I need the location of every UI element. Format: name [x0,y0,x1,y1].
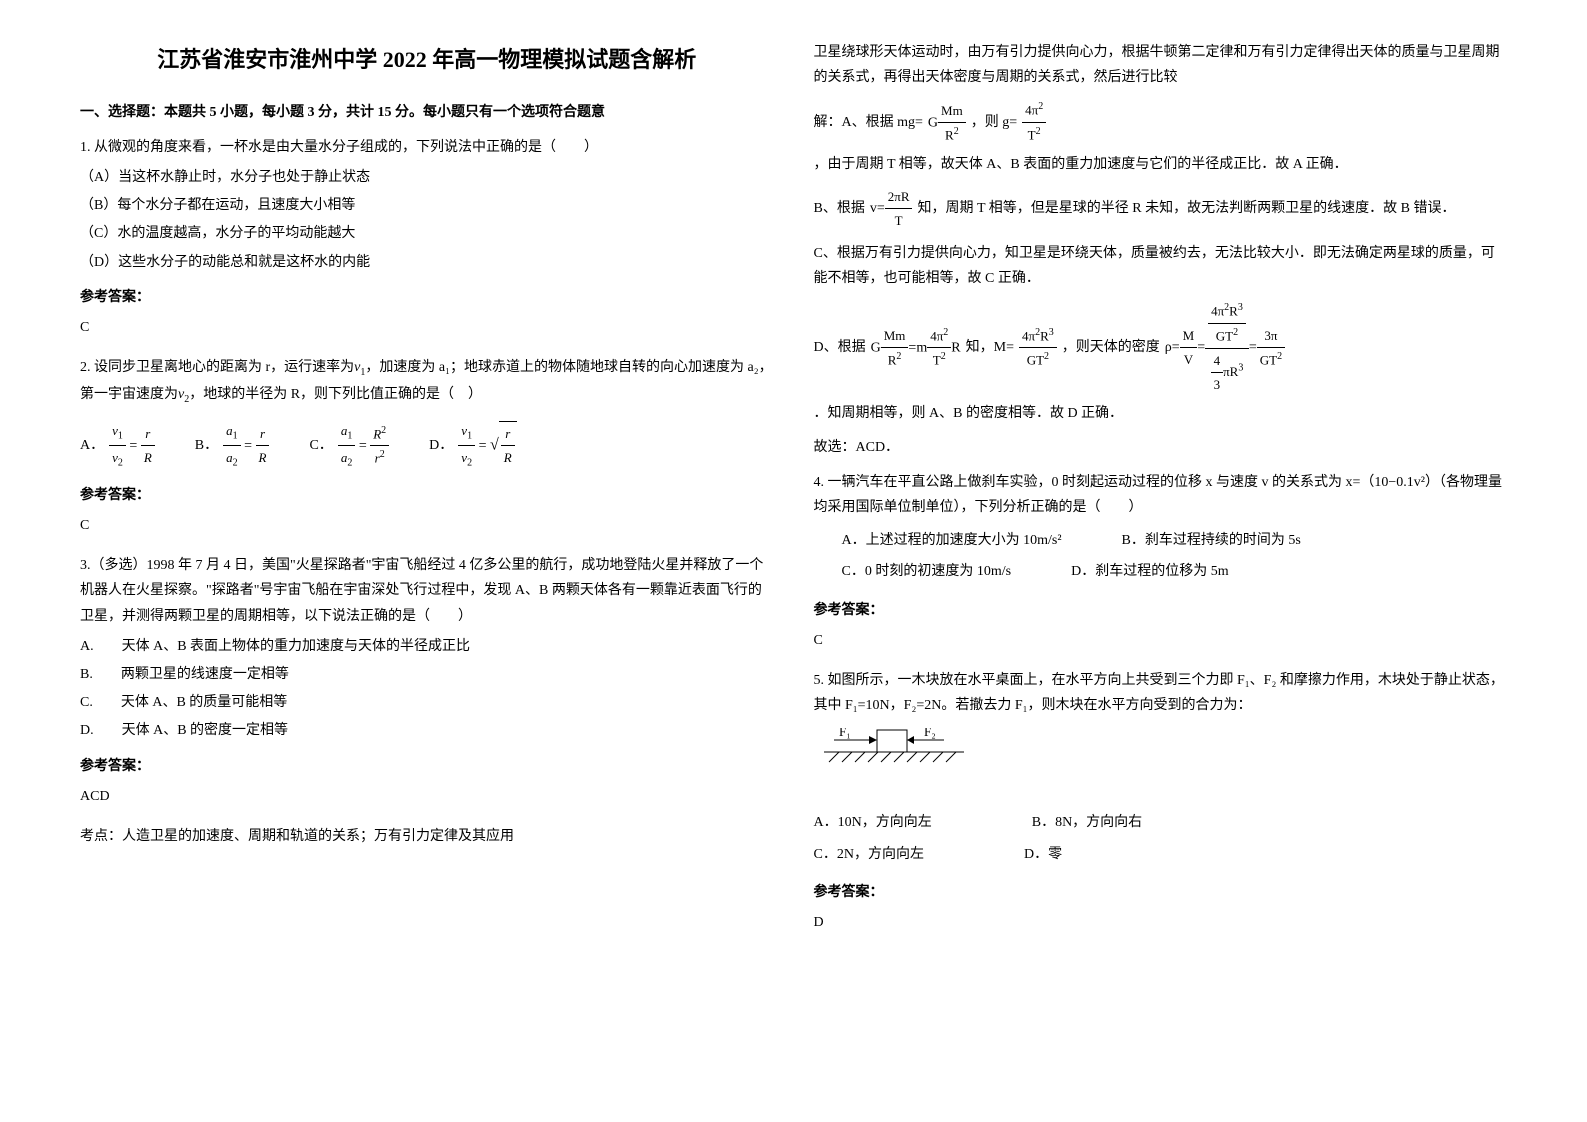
q1-option-c: （C）水的温度越高，水分子的平均动能越大 [80,221,774,246]
q3-stem: 3.（多选）1998 年 7 月 4 日，美国"火星探路者"宇宙飞船经过 4 亿… [80,553,774,629]
question-3: 3.（多选）1998 年 7 月 4 日，美国"火星探路者"宇宙飞船经过 4 亿… [80,553,774,849]
q2-optC-label: C． [309,433,332,458]
q3-explain-a: 解：A、根据 mg= GMmR2 ，则 g= 4π2T2 ，由于周期 T 相等，… [814,98,1508,177]
q3-explain-conclusion: 故选：ACD． [814,435,1508,460]
block-diagram-svg: F₁ F₂ [814,728,974,788]
q3-option-d: D. 天体 A、B 的密度一定相等 [80,718,774,743]
question-1: 1. 从微观的角度来看，一杯水是由大量水分子组成的，下列说法中正确的是（ ） （… [80,135,774,340]
q3-answer-label: 参考答案： [80,754,774,779]
q3-explain-a-frac1: GMmR2 [928,99,966,147]
q2-options-row: A． v1v2 = rR B． a1a2 = rR C． a1a2 = R2r2… [80,419,774,473]
q3-explain-a-mid: ，则 g= [971,110,1017,135]
q5-option-b: B．8N，方向向右 [1032,810,1142,835]
q1-answer-label: 参考答案： [80,285,774,310]
q4-answer-label: 参考答案： [814,598,1508,623]
q3-explain-d-post: ．知周期相等，则 A、B 的密度相等．故 D 正确． [814,401,1124,426]
q3-explain-d-frac1: GMmR2=m4π2T2R [871,324,961,372]
q1-stem: 1. 从微观的角度来看，一杯水是由大量水分子组成的，下列说法中正确的是（ ） [80,135,774,160]
question-4: 4. 一辆汽车在平直公路上做刹车实验，0 时刻起运动过程的位移 x 与速度 v … [814,470,1508,653]
q3-explain-a-frac2: 4π2T2 [1022,98,1046,146]
q2-optB-formula: a1a2 = rR [223,419,269,473]
q3-explain-d-mid1: 知，M= [966,335,1014,360]
question-2: 2. 设同步卫星离地心的距离为 r，运行速率为v1，加速度为 a₁；地球赤道上的… [80,355,774,538]
q2-optD-formula: v1v2 = √rR [458,419,516,473]
q5-option-d: D．零 [1024,842,1062,867]
q2-stem: 2. 设同步卫星离地心的距离为 r，运行速率为v1，加速度为 a₁；地球赤道上的… [80,355,774,409]
q3-explain-d-frac3: ρ=MV=4π2R3GT243πR3=3πGT2 [1165,299,1285,396]
q3-answer: ACD [80,784,774,809]
q3-explain-b-formula: v=2πRT [870,185,913,233]
q4-stem: 4. 一辆汽车在平直公路上做刹车实验，0 时刻起运动过程的位移 x 与速度 v … [814,470,1508,520]
q3-option-a: A. 天体 A、B 表面上物体的重力加速度与天体的半径成正比 [80,634,774,659]
f2-label: F₂ [924,728,936,739]
q3-explain-intro: 卫星绕球形天体运动时，由万有引力提供向心力，根据牛顿第二定律和万有引力定律得出天… [814,40,1508,90]
q2-answer-label: 参考答案： [80,483,774,508]
q2-optA-formula: v1v2 = rR [109,419,155,473]
q4-answer: C [814,628,1508,653]
q3-note: 考点：人造卫星的加速度、周期和轨道的关系；万有引力定律及其应用 [80,824,774,849]
q5-option-a: A．10N，方向向左 [814,810,932,835]
q3-option-b: B. 两颗卫星的线速度一定相等 [80,662,774,687]
q2-optC-formula: a1a2 = R2r2 [338,419,389,473]
q5-stem: 5. 如图所示，一木块放在水平桌面上，在水平方向上共受到三个力即 F₁、F₂ 和… [814,668,1508,718]
q1-option-d: （D）这些水分子的动能总和就是这杯水的内能 [80,250,774,275]
q2-option-b: B． a1a2 = rR [195,419,270,473]
q1-option-a: （A）当这杯水静止时，水分子也处于静止状态 [80,165,774,190]
q5-diagram: F₁ F₂ [814,728,1508,797]
q3-explain-b: B、根据 v=2πRT 知，周期 T 相等，但是星球的半径 R 未知，故无法判断… [814,185,1508,233]
section-1-header: 一、选择题：本题共 5 小题，每小题 3 分，共计 15 分。每小题只有一个选项… [80,100,774,125]
q2-v2: v2 [178,387,189,402]
q5-option-c: C．2N，方向向左 [814,842,924,867]
q2-answer: C [80,513,774,538]
f1-label: F₁ [839,728,851,739]
q2-option-d: D． v1v2 = √rR [429,419,517,473]
q2-stem-part1: 2. 设同步卫星离地心的距离为 r，运行速率为 [80,360,354,375]
q4-option-b: B．刹车过程持续的时间为 5s [1122,528,1301,553]
q2-optD-label: D． [429,433,453,458]
q4-option-a: A．上述过程的加速度大小为 10m/s² [842,528,1062,553]
question-5: 5. 如图所示，一木块放在水平桌面上，在水平方向上共受到三个力即 F₁、F₂ 和… [814,668,1508,935]
q2-option-a: A． v1v2 = rR [80,419,155,473]
q2-stem-part3: ，地球的半径为 R，则下列比值正确的是（ ） [189,387,482,402]
q3-explain-d-pre: D、根据 [814,335,866,360]
q1-answer: C [80,315,774,340]
q3-explain-b-pre: B、根据 [814,196,865,221]
q3-explain-b-post: 知，周期 T 相等，但是星球的半径 R 未知，故无法判断两颗卫星的线速度．故 B… [917,196,1455,221]
q2-optB-label: B． [195,433,218,458]
q4-option-d: D．刹车过程的位移为 5m [1071,559,1229,584]
q3-option-c: C. 天体 A、B 的质量可能相等 [80,690,774,715]
q2-v1: v1 [354,360,365,375]
q5-answer-label: 参考答案： [814,880,1508,905]
q5-answer: D [814,910,1508,935]
q4-option-c: C．0 时刻的初速度为 10m/s [842,559,1012,584]
q3-explain-d: D、根据 GMmR2=m4π2T2R 知，M= 4π2R3GT2 ，则天体的密度… [814,299,1508,426]
q3-explain-d-frac2: 4π2R3GT2 [1019,324,1057,372]
q4-options: A．上述过程的加速度大小为 10m/s² B．刹车过程持续的时间为 5s C．0… [842,525,1508,587]
q3-explain-a-pre: 解：A、根据 mg= [814,110,923,135]
q3-explain-a-post: ，由于周期 T 相等，故天体 A、B 表面的重力加速度与它们的半径成正比．故 A… [814,152,1348,177]
q2-option-c: C． a1a2 = R2r2 [309,419,389,473]
right-column: 卫星绕球形天体运动时，由万有引力提供向心力，根据牛顿第二定律和万有引力定律得出天… [794,40,1528,1082]
q3-explain-d-mid2: ，则天体的密度 [1062,335,1160,360]
page-title: 江苏省淮安市淮州中学 2022 年高一物理模拟试题含解析 [80,40,774,80]
q2-optA-label: A． [80,433,104,458]
q1-option-b: （B）每个水分子都在运动，且速度大小相等 [80,193,774,218]
left-column: 江苏省淮安市淮州中学 2022 年高一物理模拟试题含解析 一、选择题：本题共 5… [60,40,794,1082]
q3-explain-c: C、根据万有引力提供向心力，知卫星是环绕天体，质量被约去，无法比较大小．即无法确… [814,241,1508,291]
